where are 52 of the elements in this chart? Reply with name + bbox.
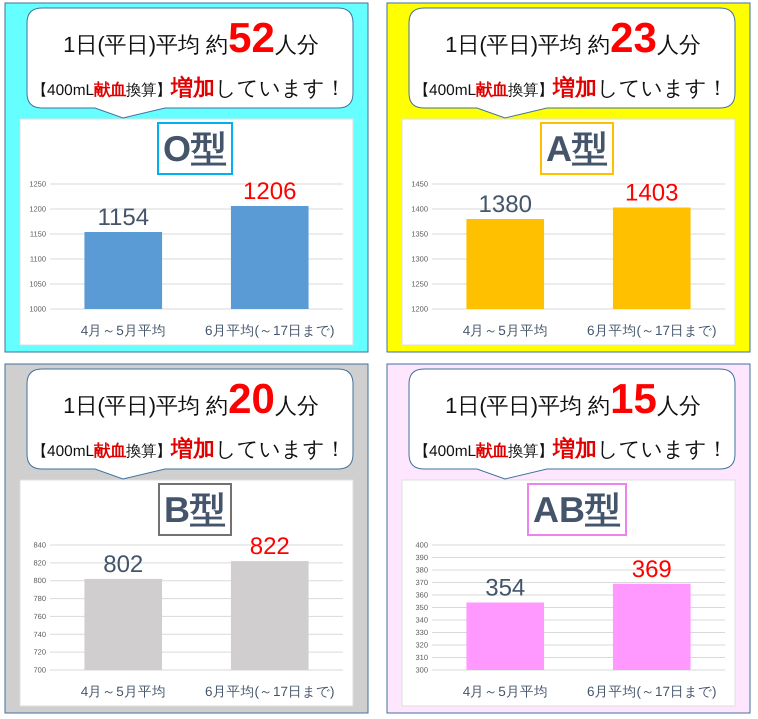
x-tick-label: 4月～5月平均	[462, 684, 548, 699]
text: 献血	[476, 81, 508, 99]
text: 15	[610, 375, 657, 422]
text: しています！	[597, 77, 728, 100]
data-label: 369	[632, 556, 672, 583]
text: 【400mL	[32, 82, 95, 99]
data-label: 822	[250, 533, 290, 560]
text: 増加	[552, 75, 598, 100]
text: 換算】	[126, 82, 172, 99]
text: 1日(平日)平均 約	[445, 32, 610, 57]
x-tick-label: 6月平均(～17日まで)	[586, 684, 717, 699]
text: 1日(平日)平均 約	[63, 32, 228, 57]
text: 【400mL	[414, 82, 477, 99]
text: 【400mL	[32, 443, 95, 460]
chart-title: O型	[162, 128, 228, 169]
text: 増加	[552, 436, 598, 461]
text: 1日(平日)平均 約	[63, 393, 228, 418]
text: 献血	[94, 81, 126, 99]
text: 【400mL	[414, 443, 477, 460]
text: しています！	[215, 438, 346, 461]
data-label: 1154	[97, 204, 150, 231]
text: しています！	[597, 438, 728, 461]
text: 換算】	[508, 82, 554, 99]
data-label: 802	[103, 550, 144, 578]
text: 人分	[274, 32, 319, 57]
data-label: 1206	[243, 178, 296, 205]
text: 52	[228, 14, 275, 61]
text: しています！	[215, 77, 346, 100]
text: 人分	[656, 393, 701, 418]
text: 献血	[94, 442, 126, 460]
data-label: 1403	[625, 180, 678, 206]
text: 人分	[656, 32, 701, 57]
x-tick-label: 6月平均(～17日まで)	[204, 323, 335, 338]
text: 23	[610, 14, 657, 61]
text: 換算】	[508, 443, 554, 460]
data-label: 354	[485, 574, 526, 602]
text: 換算】	[126, 443, 172, 460]
chart-title: B型	[164, 489, 226, 530]
text: 20	[228, 375, 275, 422]
x-tick-label: 6月平均(～17日まで)	[204, 684, 335, 699]
x-tick-label: 6月平均(～17日まで)	[586, 323, 717, 338]
x-tick-label: 4月～5月平均	[80, 323, 166, 338]
data-label: 1380	[478, 191, 532, 218]
text: 人分	[274, 393, 319, 418]
text: 献血	[476, 442, 508, 460]
x-tick-label: 4月～5月平均	[462, 323, 548, 338]
x-tick-label: 4月～5月平均	[80, 684, 166, 699]
text: 増加	[170, 75, 216, 100]
chart-title: A型	[546, 128, 608, 169]
text: 増加	[170, 436, 216, 461]
chart-title: AB型	[533, 489, 621, 530]
text: 1日(平日)平均 約	[445, 393, 610, 418]
